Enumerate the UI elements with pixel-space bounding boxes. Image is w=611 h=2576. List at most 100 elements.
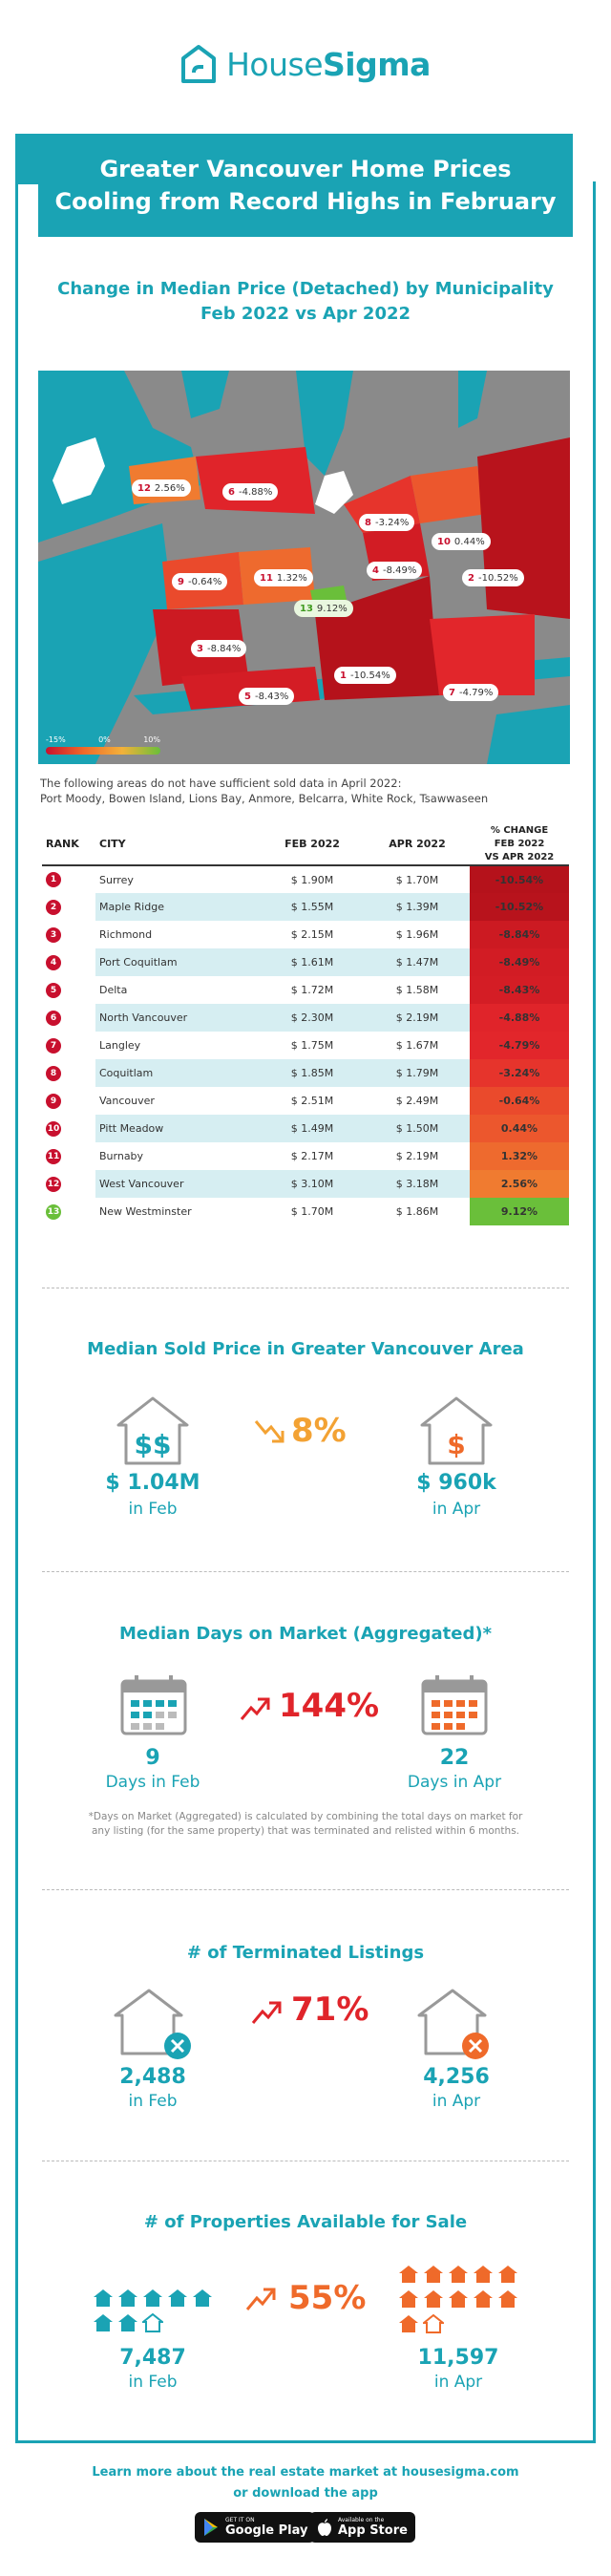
house-icon bbox=[421, 2313, 446, 2333]
table-row: 4 Port Coquitlam $ 1.61M $ 1.47M -8.49% bbox=[42, 948, 569, 976]
row-apr: $ 1.58M bbox=[395, 984, 439, 996]
map-label-pitt-meadow: 10 0.44% bbox=[432, 533, 491, 550]
row-pct-change: 2.56% bbox=[470, 1170, 569, 1198]
table-header-row: RANK CITY FEB 2022 APR 2022 % CHANGE FEB… bbox=[42, 823, 569, 866]
house-icon bbox=[193, 2289, 212, 2307]
table-row: 9 Vancouver $ 2.51M $ 2.49M -0.64% bbox=[42, 1087, 569, 1115]
trend-up-icon bbox=[251, 2001, 282, 2024]
table-row: 7 Langley $ 1.75M $ 1.67M -4.79% bbox=[42, 1032, 569, 1059]
house-icon bbox=[94, 2289, 113, 2307]
google-play-button[interactable]: GET IT ON Google Play bbox=[195, 2512, 316, 2543]
row-rank: 1 bbox=[42, 865, 95, 893]
row-city: Surrey bbox=[99, 873, 134, 886]
terminated-listings-feb-label: in Feb bbox=[128, 2092, 178, 2111]
row-feb: $ 2.51M bbox=[290, 1095, 334, 1107]
header-pct-change: % CHANGE FEB 2022 VS APR 2022 bbox=[470, 823, 569, 866]
row-apr: $ 2.19M bbox=[395, 1150, 439, 1162]
trend-up-icon bbox=[240, 1697, 270, 1720]
row-feb: $ 2.15M bbox=[290, 928, 334, 941]
house-logo-icon bbox=[181, 45, 217, 83]
house-icon bbox=[94, 2314, 113, 2331]
days-on-market-feb-value: 9 bbox=[145, 1746, 160, 1770]
row-rank: 4 bbox=[42, 948, 95, 976]
legend-mid: 0% bbox=[98, 735, 111, 744]
house-icon bbox=[449, 2290, 468, 2308]
map-label-coquitlam: 8 -3.24% bbox=[359, 514, 415, 531]
map-legend: -15% 0% 10% bbox=[46, 735, 160, 755]
row-rank: 7 bbox=[42, 1032, 95, 1059]
row-rank: 6 bbox=[42, 1004, 95, 1032]
properties-available-apr-value: 11,597 bbox=[417, 2346, 499, 2370]
row-pct-change: 1.32% bbox=[470, 1142, 569, 1170]
row-rank: 9 bbox=[42, 1087, 95, 1115]
row-apr: $ 1.47M bbox=[365, 948, 470, 976]
house-icon bbox=[498, 2290, 517, 2308]
row-feb: $ 1.90M bbox=[290, 873, 334, 886]
row-feb: $ 2.30M bbox=[260, 1004, 365, 1032]
house-cancel-icon-feb bbox=[114, 1989, 191, 2059]
table-row: 8 Coquitlam $ 1.85M $ 1.79M -3.24% bbox=[42, 1059, 569, 1087]
row-apr: $ 2.19M bbox=[365, 1004, 470, 1032]
map-label-north-vancouver: 6 -4.88% bbox=[222, 483, 279, 500]
terminated-listings-change: 71% bbox=[291, 1991, 369, 2029]
row-city: New Westminster bbox=[99, 1205, 192, 1218]
house-icon bbox=[143, 2289, 162, 2307]
row-rank: 2 bbox=[42, 893, 95, 921]
app-store-button[interactable]: Available on the App Store bbox=[309, 2512, 415, 2543]
row-pct-change: -4.88% bbox=[470, 1004, 569, 1032]
terminated-listings-title: # of Terminated Listings bbox=[186, 1943, 425, 1963]
house-icon bbox=[449, 2266, 468, 2283]
row-feb: $ 3.10M bbox=[260, 1170, 365, 1198]
row-feb: $ 1.61M bbox=[260, 948, 365, 976]
logo-wordmark: HouseSigma bbox=[226, 45, 431, 83]
header-rank: RANK bbox=[42, 823, 95, 866]
map-label-burnaby: 11 1.32% bbox=[254, 569, 313, 586]
logo: HouseSigma bbox=[0, 42, 611, 86]
properties-available-feb-label: in Feb bbox=[128, 2373, 178, 2392]
trend-up-icon bbox=[245, 2288, 276, 2310]
row-rank: 12 bbox=[42, 1170, 95, 1198]
house-icons-apr bbox=[396, 2264, 530, 2338]
row-apr: $ 3.18M bbox=[365, 1170, 470, 1198]
row-city: Coquitlam bbox=[95, 1059, 260, 1087]
properties-available-change: 55% bbox=[288, 2279, 367, 2317]
map-label-vancouver: 9 -0.64% bbox=[172, 573, 228, 590]
median-price-feb-label: in Feb bbox=[128, 1500, 178, 1519]
house-icon bbox=[168, 2289, 187, 2307]
row-pct-change: 0.44% bbox=[470, 1115, 569, 1142]
table-row: 2 Maple Ridge $ 1.55M $ 1.39M -10.52% bbox=[42, 893, 569, 921]
footer-link-text[interactable]: Learn more about the real estate market … bbox=[92, 2465, 519, 2480]
row-pct-change: -8.49% bbox=[470, 948, 569, 976]
house-icon bbox=[399, 2290, 418, 2308]
house-icon bbox=[474, 2266, 493, 2283]
house-icon bbox=[474, 2290, 493, 2308]
content-frame bbox=[15, 181, 596, 2443]
row-apr: $ 1.86M bbox=[395, 1205, 439, 1218]
section-divider bbox=[42, 1571, 569, 1572]
house-icon bbox=[498, 2266, 517, 2283]
map-section-title: Change in Median Price (Detached) by Mun… bbox=[57, 279, 554, 324]
days-on-market-title: Median Days on Market (Aggregated)* bbox=[119, 1624, 492, 1644]
house-icon bbox=[140, 2312, 165, 2332]
table-row: 5 Delta $ 1.72M $ 1.58M -8.43% bbox=[42, 976, 569, 1004]
map-label-maple-ridge: 2 -10.52% bbox=[462, 569, 524, 586]
row-pct-change: -8.84% bbox=[470, 921, 569, 948]
section-divider bbox=[42, 1889, 569, 1890]
row-apr: $ 1.70M bbox=[395, 873, 439, 886]
calendar-icon-apr bbox=[421, 1675, 488, 1735]
row-pct-change: -3.24% bbox=[470, 1059, 569, 1087]
row-city: North Vancouver bbox=[95, 1004, 260, 1032]
apple-icon bbox=[318, 2519, 331, 2536]
house-icon bbox=[424, 2266, 443, 2283]
row-rank: 10 bbox=[42, 1115, 95, 1142]
house-icon bbox=[118, 2314, 137, 2331]
row-pct-change: 9.12% bbox=[470, 1198, 569, 1225]
header-banner: Greater Vancouver Home Prices Cooling fr… bbox=[38, 134, 573, 237]
row-apr: $ 1.96M bbox=[395, 928, 439, 941]
median-price-title: Median Sold Price in Greater Vancouver A… bbox=[87, 1339, 524, 1359]
row-rank: 13 bbox=[42, 1198, 95, 1225]
map-label-delta: 5 -8.43% bbox=[239, 688, 295, 705]
row-city: Richmond bbox=[99, 928, 153, 941]
ranking-table: RANK CITY FEB 2022 APR 2022 % CHANGE FEB… bbox=[42, 823, 569, 1225]
house-icon bbox=[399, 2266, 418, 2283]
